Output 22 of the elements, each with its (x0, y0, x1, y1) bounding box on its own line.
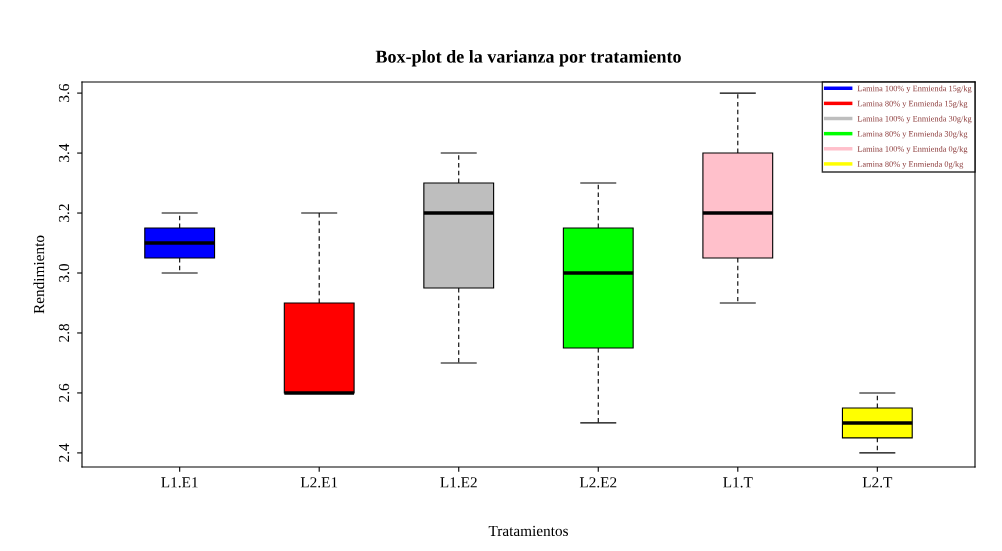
y-tick-label: 2.4 (58, 443, 70, 462)
legend-label: Lamina 80% y Enmienda 0g/kg (857, 161, 964, 169)
y-tick-label: 3.2 (58, 204, 70, 222)
x-tick-label: L2.E1 (300, 477, 338, 488)
legend-label: Lamina 100% y Enmienda 15g/kg (857, 85, 972, 93)
x-tick-label: L1.E2 (440, 477, 477, 488)
y-tick-label: 2.8 (58, 324, 70, 342)
chart-title: Box-plot de la varianza por tratamiento (375, 50, 681, 67)
x-axis-title: Tratamientos (488, 525, 568, 537)
x-tick-label: L2.T (862, 477, 893, 488)
y-axis-title: Rendimiento (33, 235, 45, 314)
y-tick-label: 3.0 (58, 264, 70, 282)
x-tick-label: L2.E2 (579, 477, 617, 488)
y-tick-label: 3.4 (58, 143, 70, 162)
legend-label: Lamina 100% y Enmienda 0g/kg (857, 145, 968, 154)
y-tick-label: 3.6 (58, 84, 70, 102)
x-tick-label: L1.E1 (161, 477, 198, 488)
legend-label: Lamina 100% y Enmienda 30g/kg (857, 115, 972, 124)
legend-label: Lamina 80% y Enmienda 30g/kg (857, 130, 968, 139)
legend-label: Lamina 80% y Enmienda 15g/kg (857, 100, 968, 109)
x-tick-label: L1.T (723, 477, 753, 488)
y-tick-label: 2.6 (58, 383, 70, 402)
